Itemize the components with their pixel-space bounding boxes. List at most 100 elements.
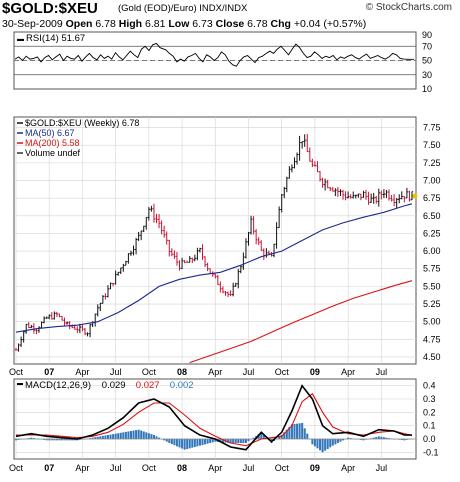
macd-histogram-bar bbox=[229, 439, 232, 443]
price-bar bbox=[336, 186, 340, 197]
price-bar bbox=[145, 216, 148, 230]
macd-histogram-bar bbox=[193, 439, 196, 447]
price-bar bbox=[349, 194, 352, 199]
macd-histogram-bar bbox=[30, 437, 33, 439]
price-bar bbox=[255, 229, 258, 245]
price-bar bbox=[237, 268, 240, 289]
macd-histogram-bar bbox=[68, 439, 71, 441]
macd-histogram-bar bbox=[219, 439, 222, 443]
macd-histogram-bar bbox=[109, 434, 112, 439]
price-bar bbox=[344, 191, 347, 201]
price-bar bbox=[234, 282, 237, 287]
price-bar bbox=[316, 161, 319, 173]
price-bar bbox=[308, 147, 311, 162]
macd-histogram-bar bbox=[175, 439, 178, 447]
price-bar bbox=[111, 282, 115, 287]
macd-x-tick: Jul bbox=[376, 463, 388, 473]
price-bar bbox=[114, 270, 117, 285]
macd-histogram-bar bbox=[158, 437, 161, 439]
macd-legend-hist: 0.002 bbox=[170, 380, 194, 391]
macd-histogram-bar bbox=[349, 438, 352, 439]
macd-histogram-bar bbox=[165, 439, 168, 442]
macd-histogram-bar bbox=[104, 435, 107, 439]
macd-histogram-bar bbox=[99, 436, 102, 439]
macd-histogram-bar bbox=[298, 423, 301, 439]
price-y-tick: 5.00 bbox=[423, 317, 441, 327]
macd-histogram-bar bbox=[339, 439, 342, 442]
price-y-tick: 6.25 bbox=[423, 228, 441, 238]
price-bar bbox=[369, 193, 373, 203]
price-bar bbox=[96, 304, 99, 317]
price-bar bbox=[65, 321, 69, 325]
macd-histogram-bar bbox=[234, 439, 237, 443]
price-bar bbox=[311, 158, 314, 168]
quote-date: 30-Sep-2009 bbox=[2, 18, 63, 30]
macd-histogram-bar bbox=[129, 431, 132, 439]
macd-histogram-bar bbox=[196, 439, 199, 447]
macd-histogram-bar bbox=[237, 439, 240, 443]
macd-histogram-bar bbox=[400, 439, 403, 440]
macd-histogram-bar bbox=[58, 439, 61, 441]
macd-histogram-bar bbox=[329, 439, 332, 448]
close-value: 6.78 bbox=[247, 18, 268, 30]
macd-histogram-bar bbox=[132, 430, 135, 439]
price-bar bbox=[119, 267, 122, 274]
price-bar bbox=[152, 203, 156, 223]
price-x-tick: 07 bbox=[44, 367, 54, 377]
price-y-tick: 6.75 bbox=[423, 193, 441, 203]
rsi-y-tick: 90 bbox=[422, 30, 432, 40]
rsi-y-tick: 10 bbox=[422, 84, 432, 94]
macd-histogram-bar bbox=[242, 439, 245, 443]
price-bar bbox=[321, 177, 324, 188]
price-bar bbox=[45, 316, 48, 319]
macd-histogram-bar bbox=[66, 439, 69, 441]
price-bar bbox=[364, 189, 368, 200]
price-y-tick: 7.25 bbox=[423, 158, 441, 168]
price-bar bbox=[88, 323, 92, 338]
macd-legend-signal: 0.027 bbox=[136, 380, 160, 391]
price-bar bbox=[163, 225, 166, 238]
price-bar bbox=[201, 244, 204, 260]
macd-histogram-bar bbox=[405, 439, 408, 440]
macd-histogram-bar bbox=[168, 439, 171, 443]
macd-histogram-bar bbox=[288, 427, 291, 439]
price-bar bbox=[403, 195, 406, 203]
rsi-line bbox=[14, 42, 415, 67]
price-y-tick: 7.00 bbox=[423, 176, 441, 186]
price-bar bbox=[155, 213, 158, 224]
macd-histogram-bar bbox=[211, 439, 214, 443]
macd-histogram-bar bbox=[117, 433, 120, 439]
macd-histogram-bar bbox=[152, 435, 155, 439]
price-y-tick: 5.75 bbox=[423, 264, 441, 274]
macd-histogram-bar bbox=[48, 439, 51, 441]
price-bar bbox=[226, 291, 230, 298]
macd-histogram-bar bbox=[60, 439, 64, 441]
price-bar bbox=[14, 348, 18, 351]
price-bar bbox=[99, 302, 102, 312]
price-bar bbox=[191, 257, 194, 264]
rsi-y-tick: 30 bbox=[422, 70, 432, 80]
macd-histogram-bar bbox=[173, 439, 176, 446]
price-bar bbox=[203, 256, 207, 267]
price-bar bbox=[357, 193, 360, 198]
price-bar bbox=[206, 262, 209, 272]
price-bar bbox=[318, 170, 322, 182]
price-bar bbox=[380, 190, 383, 200]
high-value: 6.81 bbox=[145, 18, 166, 30]
macd-histogram-bar bbox=[170, 439, 173, 445]
price-bar bbox=[382, 189, 386, 199]
price-bar bbox=[362, 190, 365, 198]
price-x-tick: Jul bbox=[243, 367, 255, 377]
macd-histogram-bar bbox=[257, 434, 260, 439]
price-bar bbox=[247, 232, 250, 246]
price-bar bbox=[53, 311, 56, 320]
price-bar bbox=[76, 326, 79, 334]
price-x-tick: Apr bbox=[75, 367, 89, 377]
price-bar bbox=[60, 315, 64, 321]
macd-y-tick: 0.0 bbox=[423, 434, 436, 444]
macd-histogram-bar bbox=[359, 439, 362, 440]
macd-histogram-bar bbox=[380, 436, 383, 439]
price-bar bbox=[334, 188, 337, 197]
macd-histogram-bar bbox=[388, 438, 391, 439]
macd-x-tick: 08 bbox=[177, 463, 187, 473]
